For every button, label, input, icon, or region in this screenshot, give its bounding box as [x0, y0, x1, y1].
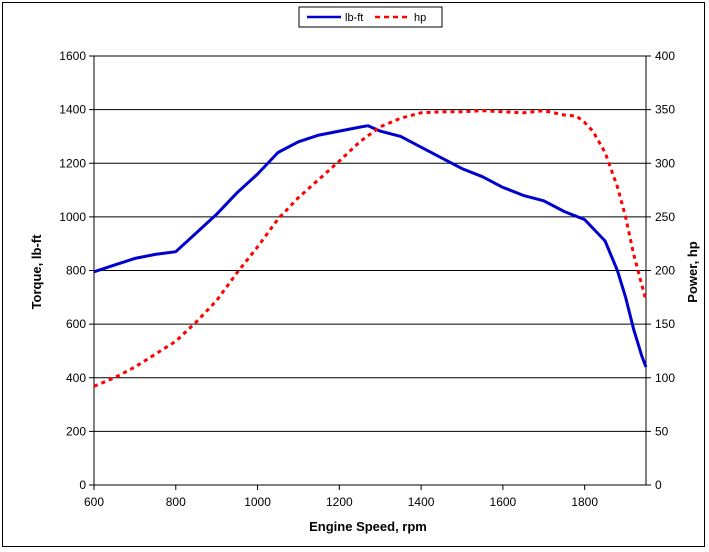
legend: lb-ft hp — [298, 6, 443, 28]
right-y-axis-title: Power, hp — [685, 241, 700, 302]
right-y-tick-label: 200 — [655, 264, 675, 278]
x-tick-label: 600 — [84, 495, 104, 509]
right-y-tick-label: 350 — [655, 103, 675, 117]
series-line-hp — [93, 109, 648, 388]
left-y-tick-label: 400 — [66, 371, 86, 385]
series-line-lb-ft — [93, 124, 648, 368]
left-y-tick-label: 600 — [66, 317, 86, 331]
left-y-tick-label: 1600 — [59, 49, 86, 63]
right-y-tick-label: 300 — [655, 156, 675, 170]
x-tick-label: 1400 — [408, 495, 435, 509]
series-layer — [93, 109, 648, 388]
right-y-tick-label: 150 — [655, 317, 675, 331]
left-y-tick-label: 0 — [79, 478, 86, 492]
right-y-tick-label: 100 — [655, 371, 675, 385]
x-tick-label: 1000 — [244, 495, 271, 509]
x-tick-label: 1800 — [571, 495, 598, 509]
x-tick-label: 1200 — [326, 495, 353, 509]
right-y-tick-label: 50 — [655, 424, 669, 438]
right-y-tick-label: 0 — [655, 478, 662, 492]
left-y-axis-ticks: 0 200 400 600 800 1000 1200 1400 1600 — [59, 49, 94, 492]
x-axis-ticks: 600 800 1000 1200 1400 1600 1800 — [84, 485, 598, 509]
legend-label-lb-ft: lb-ft — [345, 12, 363, 24]
left-y-tick-label: 1000 — [59, 210, 86, 224]
right-y-tick-label: 400 — [655, 49, 675, 63]
left-y-tick-label: 1400 — [59, 103, 86, 117]
x-tick-label: 1600 — [490, 495, 517, 509]
legend-box — [298, 6, 443, 28]
right-y-axis-ticks: 0 50 100 150 200 250 300 350 400 — [646, 49, 675, 492]
chart-frame — [2, 2, 705, 547]
left-y-tick-label: 800 — [66, 264, 86, 278]
legend-label-hp: hp — [414, 12, 426, 24]
gridlines — [94, 109, 646, 432]
right-y-tick-label: 250 — [655, 210, 675, 224]
left-y-tick-label: 1200 — [59, 156, 86, 170]
x-axis-title: Engine Speed, rpm — [309, 519, 427, 534]
left-y-tick-label: 200 — [66, 424, 86, 438]
x-tick-label: 800 — [166, 495, 186, 509]
left-y-axis-title: Torque, lb-ft — [29, 234, 44, 310]
